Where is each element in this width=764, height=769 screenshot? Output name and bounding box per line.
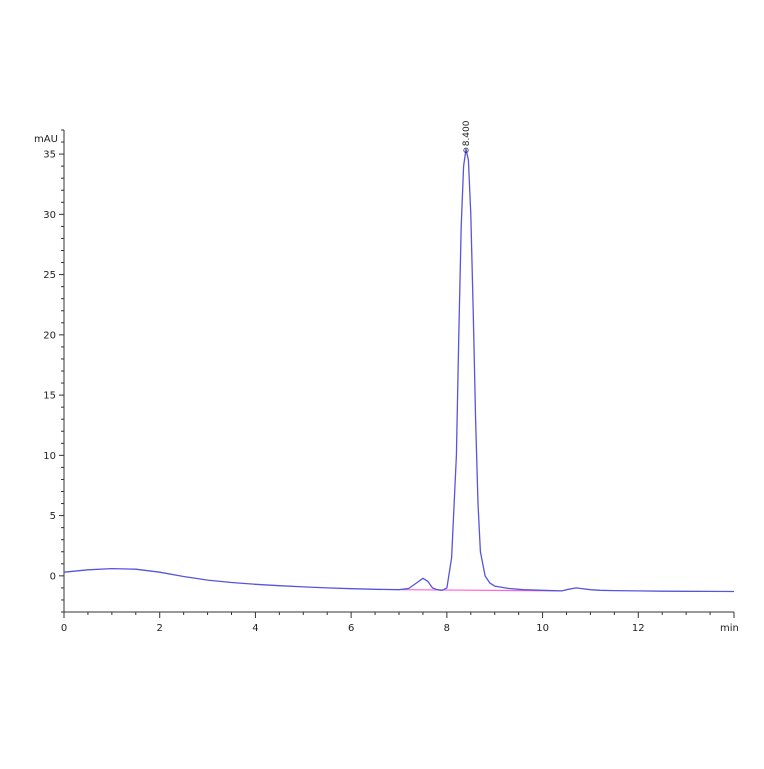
peak-retention-time-label: 8.400 bbox=[462, 120, 472, 146]
x-tick-label: 2 bbox=[157, 623, 163, 634]
x-tick-label: 8 bbox=[444, 623, 450, 634]
x-tick-label: 10 bbox=[536, 623, 549, 634]
y-tick-label: 10 bbox=[43, 451, 56, 462]
plot-lines bbox=[63, 148, 735, 593]
chromatogram-trace-0 bbox=[63, 148, 735, 593]
y-tick-label: 15 bbox=[43, 391, 56, 402]
y-axis-unit-label: mAU bbox=[34, 134, 58, 145]
y-tick-label: 30 bbox=[43, 210, 56, 221]
labels: 0 5 10 15 20 25 30 35 0 2 4 6 8 10 12 mAU min 8.400 bbox=[34, 120, 739, 634]
x-tick-label: 12 bbox=[632, 623, 645, 634]
x-tick-label: 0 bbox=[61, 623, 67, 634]
x-tick-label: 6 bbox=[348, 623, 354, 634]
y-tick-label: 35 bbox=[43, 150, 56, 161]
y-tick-label: 0 bbox=[50, 571, 56, 582]
y-tick-label: 20 bbox=[43, 330, 56, 341]
y-tick-label: 5 bbox=[50, 511, 56, 522]
axes bbox=[63, 130, 734, 613]
ticks bbox=[59, 129, 735, 618]
y-tick-label: 25 bbox=[43, 270, 56, 281]
x-axis-unit-label: min bbox=[720, 623, 739, 634]
x-tick-label: 4 bbox=[252, 623, 258, 634]
peak-marker bbox=[463, 147, 469, 153]
